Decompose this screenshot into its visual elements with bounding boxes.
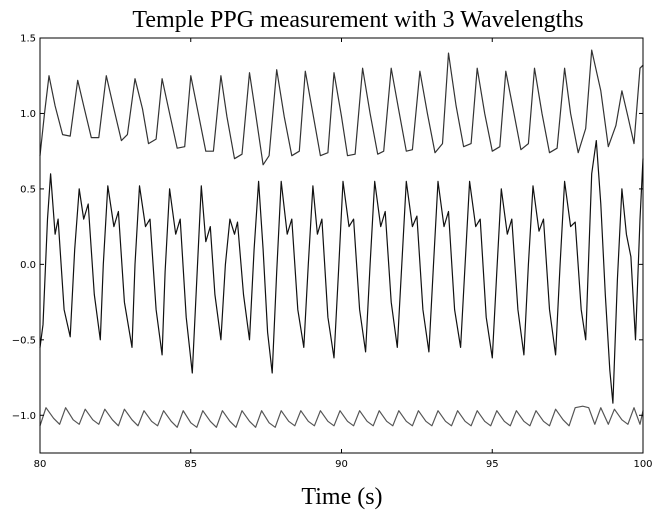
y-tick-label: −1.0 xyxy=(12,411,36,422)
y-tick-label: −0.5 xyxy=(12,335,36,346)
y-tick-label: 1.5 xyxy=(20,34,36,45)
axes-frame xyxy=(39,37,644,454)
x-tick-label: 95 xyxy=(486,459,499,470)
ticks-layer: 80 85 90 95 100 1.5 1.0 0.5 0.0 −0.5 −1.0 xyxy=(12,34,653,471)
series-line-2 xyxy=(39,140,644,404)
series-line-1 xyxy=(39,49,644,166)
x-tick-label: 80 xyxy=(34,459,47,470)
x-axis-label: Time (s) xyxy=(301,484,382,510)
x-tick-label: 85 xyxy=(184,459,197,470)
series-layer xyxy=(39,49,644,428)
x-tick-label: 100 xyxy=(633,459,652,470)
plot-area: 80 85 90 95 100 1.5 1.0 0.5 0.0 −0.5 −1.0 xyxy=(12,34,653,471)
x-tick-label: 90 xyxy=(335,459,348,470)
series-line-3 xyxy=(39,405,644,428)
y-tick-label: 1.0 xyxy=(20,109,36,120)
chart-title: Temple PPG measurement with 3 Wavelength… xyxy=(132,7,583,33)
y-tick-label: 0.0 xyxy=(20,260,36,271)
y-tick-label: 0.5 xyxy=(20,184,36,195)
